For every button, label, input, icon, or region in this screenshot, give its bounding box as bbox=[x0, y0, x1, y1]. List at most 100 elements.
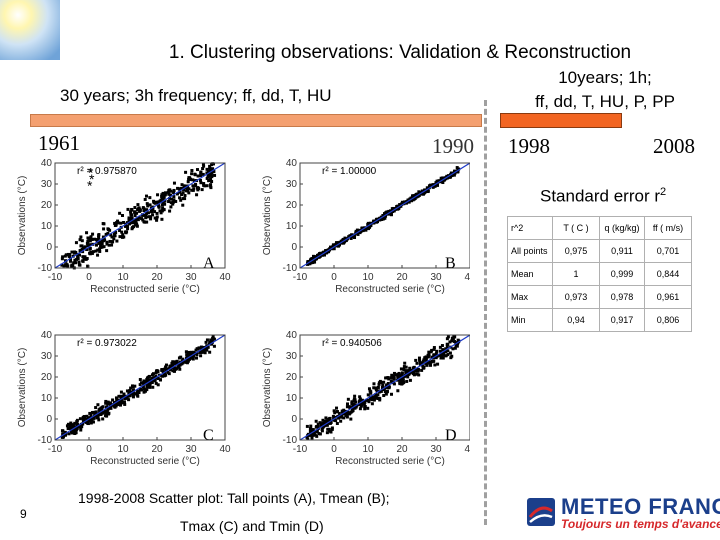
scatter-point bbox=[384, 376, 388, 380]
scatter-point bbox=[101, 239, 105, 243]
caption-line2: Tmax (C) and Tmin (D) bbox=[180, 518, 324, 534]
scatter-point bbox=[131, 395, 135, 399]
scatter-point bbox=[427, 350, 431, 354]
scatter-point bbox=[172, 181, 176, 185]
scatter-point bbox=[369, 221, 373, 225]
panel-letter: D bbox=[445, 427, 457, 444]
scatter-point bbox=[392, 209, 396, 213]
scatter-point bbox=[169, 197, 173, 201]
scatter-plots: *** -10 0 10 20 30 40 40 30 20 10 0 -10 Reconstructed… bbox=[17, 158, 470, 467]
scatter-point bbox=[144, 216, 148, 220]
scatter-point bbox=[158, 209, 162, 213]
scatter-point bbox=[89, 421, 93, 425]
scatter-point bbox=[75, 418, 79, 422]
scatter-point bbox=[392, 382, 396, 386]
scatter-point bbox=[82, 257, 86, 261]
scatter-point bbox=[423, 188, 427, 192]
r2-label: r² = 0.973022 bbox=[77, 338, 137, 349]
scatter-point bbox=[206, 169, 210, 173]
scatter-point bbox=[155, 215, 159, 219]
scatter-point bbox=[119, 221, 123, 225]
scatter-point bbox=[199, 354, 203, 358]
scatter-point bbox=[426, 355, 430, 359]
scatter-point bbox=[350, 400, 354, 404]
scatter-point bbox=[78, 249, 82, 253]
scatter-point bbox=[449, 356, 453, 360]
scatter-point bbox=[190, 172, 194, 176]
scatter-point bbox=[392, 377, 396, 381]
scatter-point bbox=[195, 193, 199, 197]
scatter-panel-c: -10 0 10 20 30 40 40 30 20 10 0 -10 Reconstructed se… bbox=[17, 330, 231, 467]
scatter-point bbox=[81, 422, 85, 426]
scatter-point bbox=[131, 385, 135, 389]
scatter-point bbox=[375, 220, 379, 224]
scatter-point bbox=[112, 237, 116, 241]
x-tick-label: 10 bbox=[117, 272, 129, 283]
scatter-point bbox=[308, 429, 312, 433]
scatter-point bbox=[202, 183, 206, 187]
scatter-point bbox=[98, 412, 102, 416]
scatter-point bbox=[155, 211, 159, 215]
scatter-point bbox=[376, 385, 380, 389]
scatter-point bbox=[433, 363, 437, 367]
scatter-point bbox=[147, 215, 151, 219]
y-tick-label: -10 bbox=[38, 435, 53, 446]
scatter-point bbox=[400, 200, 404, 204]
scatter-point bbox=[334, 419, 338, 423]
scatter-point bbox=[406, 375, 410, 379]
y-tick-label: 30 bbox=[286, 351, 298, 362]
y-tick-label: 20 bbox=[41, 200, 53, 211]
scatter-point bbox=[316, 425, 320, 429]
scatter-point bbox=[335, 421, 339, 425]
x-tick-label: 0 bbox=[331, 272, 337, 283]
scatter-point bbox=[127, 394, 131, 398]
scatter-point bbox=[108, 401, 112, 405]
scatter-point bbox=[88, 247, 92, 251]
scatter-point bbox=[137, 391, 141, 395]
scatter-point bbox=[105, 410, 109, 414]
scatter-point bbox=[80, 239, 84, 243]
outlier-point: * bbox=[87, 177, 93, 193]
cell: 0,911 bbox=[599, 239, 645, 263]
scatter-point bbox=[320, 253, 324, 257]
scatter-point bbox=[178, 196, 182, 200]
scatter-point bbox=[166, 370, 170, 374]
scatter-point bbox=[418, 358, 422, 362]
scatter-point bbox=[89, 413, 93, 417]
scatter-point bbox=[374, 392, 378, 396]
scatter-point bbox=[179, 198, 183, 202]
scatter-point bbox=[361, 229, 365, 233]
scatter-point bbox=[151, 372, 155, 376]
scatter-point bbox=[397, 376, 401, 380]
scatter-point bbox=[119, 401, 123, 405]
scatter-point bbox=[181, 191, 185, 195]
scatter-point bbox=[396, 389, 400, 393]
scatter-point bbox=[432, 346, 436, 350]
scatter-point bbox=[415, 361, 419, 365]
header-ff: ff ( m/s) bbox=[644, 216, 692, 240]
scatter-point bbox=[141, 218, 145, 222]
scatter-point bbox=[416, 368, 420, 372]
scatter-point bbox=[452, 173, 456, 177]
scatter-point bbox=[376, 393, 380, 397]
scatter-point bbox=[105, 240, 109, 244]
scatter-point bbox=[360, 226, 364, 230]
scatter-point bbox=[372, 398, 376, 402]
scatter-point bbox=[86, 243, 90, 247]
scatter-point bbox=[132, 225, 136, 229]
scatter-point bbox=[212, 170, 216, 174]
x-tick-label: 0 bbox=[86, 272, 92, 283]
plot-frame bbox=[54, 162, 226, 269]
scatter-point bbox=[382, 212, 386, 216]
scatter-point bbox=[430, 355, 434, 359]
scatter-point bbox=[181, 197, 185, 201]
scatter-point bbox=[136, 394, 140, 398]
scatter-point bbox=[382, 380, 386, 384]
regression-line bbox=[299, 162, 470, 269]
scatter-point bbox=[442, 178, 446, 182]
x-tick-label: -10 bbox=[48, 444, 63, 455]
scatter-point bbox=[401, 378, 405, 382]
scatter-point bbox=[136, 203, 140, 207]
y-tick-label: -10 bbox=[283, 435, 298, 446]
scatter-point bbox=[73, 429, 77, 433]
